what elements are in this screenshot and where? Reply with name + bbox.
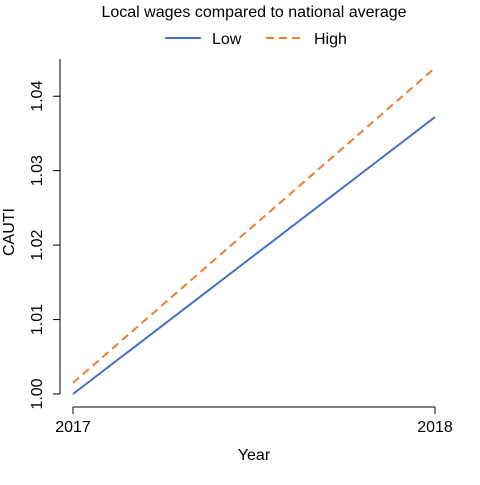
- x-tick-label: 2017: [55, 419, 91, 436]
- y-tick-label: 1.01: [29, 304, 46, 335]
- legend: Low High: [165, 31, 347, 48]
- y-axis-label: CAUTI: [1, 208, 18, 256]
- y-tick-label: 1.03: [29, 155, 46, 186]
- y-tick-label: 1.04: [29, 81, 46, 112]
- x-axis-ticks: 2017 2018: [55, 407, 453, 436]
- legend-label-high: High: [314, 31, 347, 48]
- y-axis-ticks: 1.00 1.01 1.02 1.03 1.04: [29, 81, 60, 410]
- chart-title: Local wages compared to national average: [101, 4, 406, 21]
- series-line-high: [72, 67, 436, 384]
- y-tick-label: 1.02: [29, 229, 46, 260]
- legend-label-low: Low: [212, 31, 242, 48]
- x-tick-label: 2018: [417, 419, 453, 436]
- series-line-low: [72, 116, 436, 395]
- series-lines: [72, 67, 436, 395]
- y-tick-label: 1.00: [29, 378, 46, 409]
- x-axis-label: Year: [238, 447, 271, 464]
